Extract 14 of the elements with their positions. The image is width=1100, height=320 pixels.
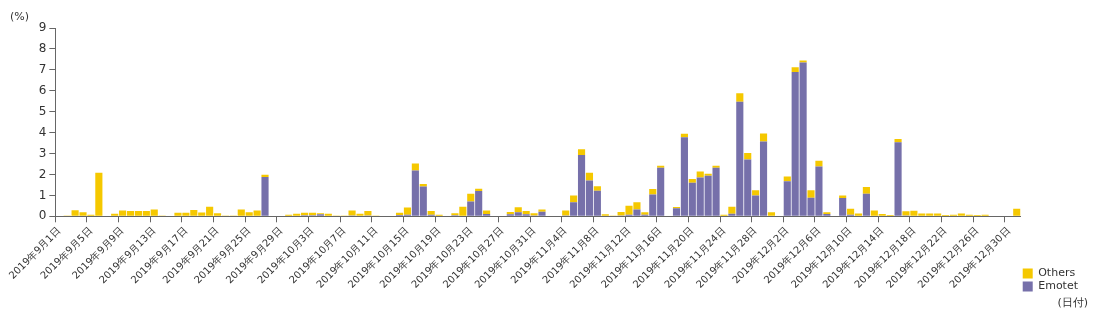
y-tick-label: 5	[38, 103, 47, 118]
x-axis-title: (日付)	[1057, 295, 1088, 310]
y-tick-label: 0	[38, 208, 47, 223]
legend-label: Others	[1038, 266, 1076, 280]
y-tick-label: 1	[38, 187, 47, 202]
y-tick-label: 6	[38, 82, 47, 97]
y-tick-label: 7	[38, 61, 47, 76]
y-tick-label: 2	[38, 166, 47, 181]
y-tick-label: 4	[38, 124, 47, 139]
y-tick-label: 9	[38, 20, 47, 35]
y-tick-label: 8	[38, 41, 47, 56]
legend-label: Emotet	[1038, 279, 1079, 293]
y-tick-label: 3	[38, 145, 47, 160]
y-axis-title: (%)	[10, 10, 30, 23]
